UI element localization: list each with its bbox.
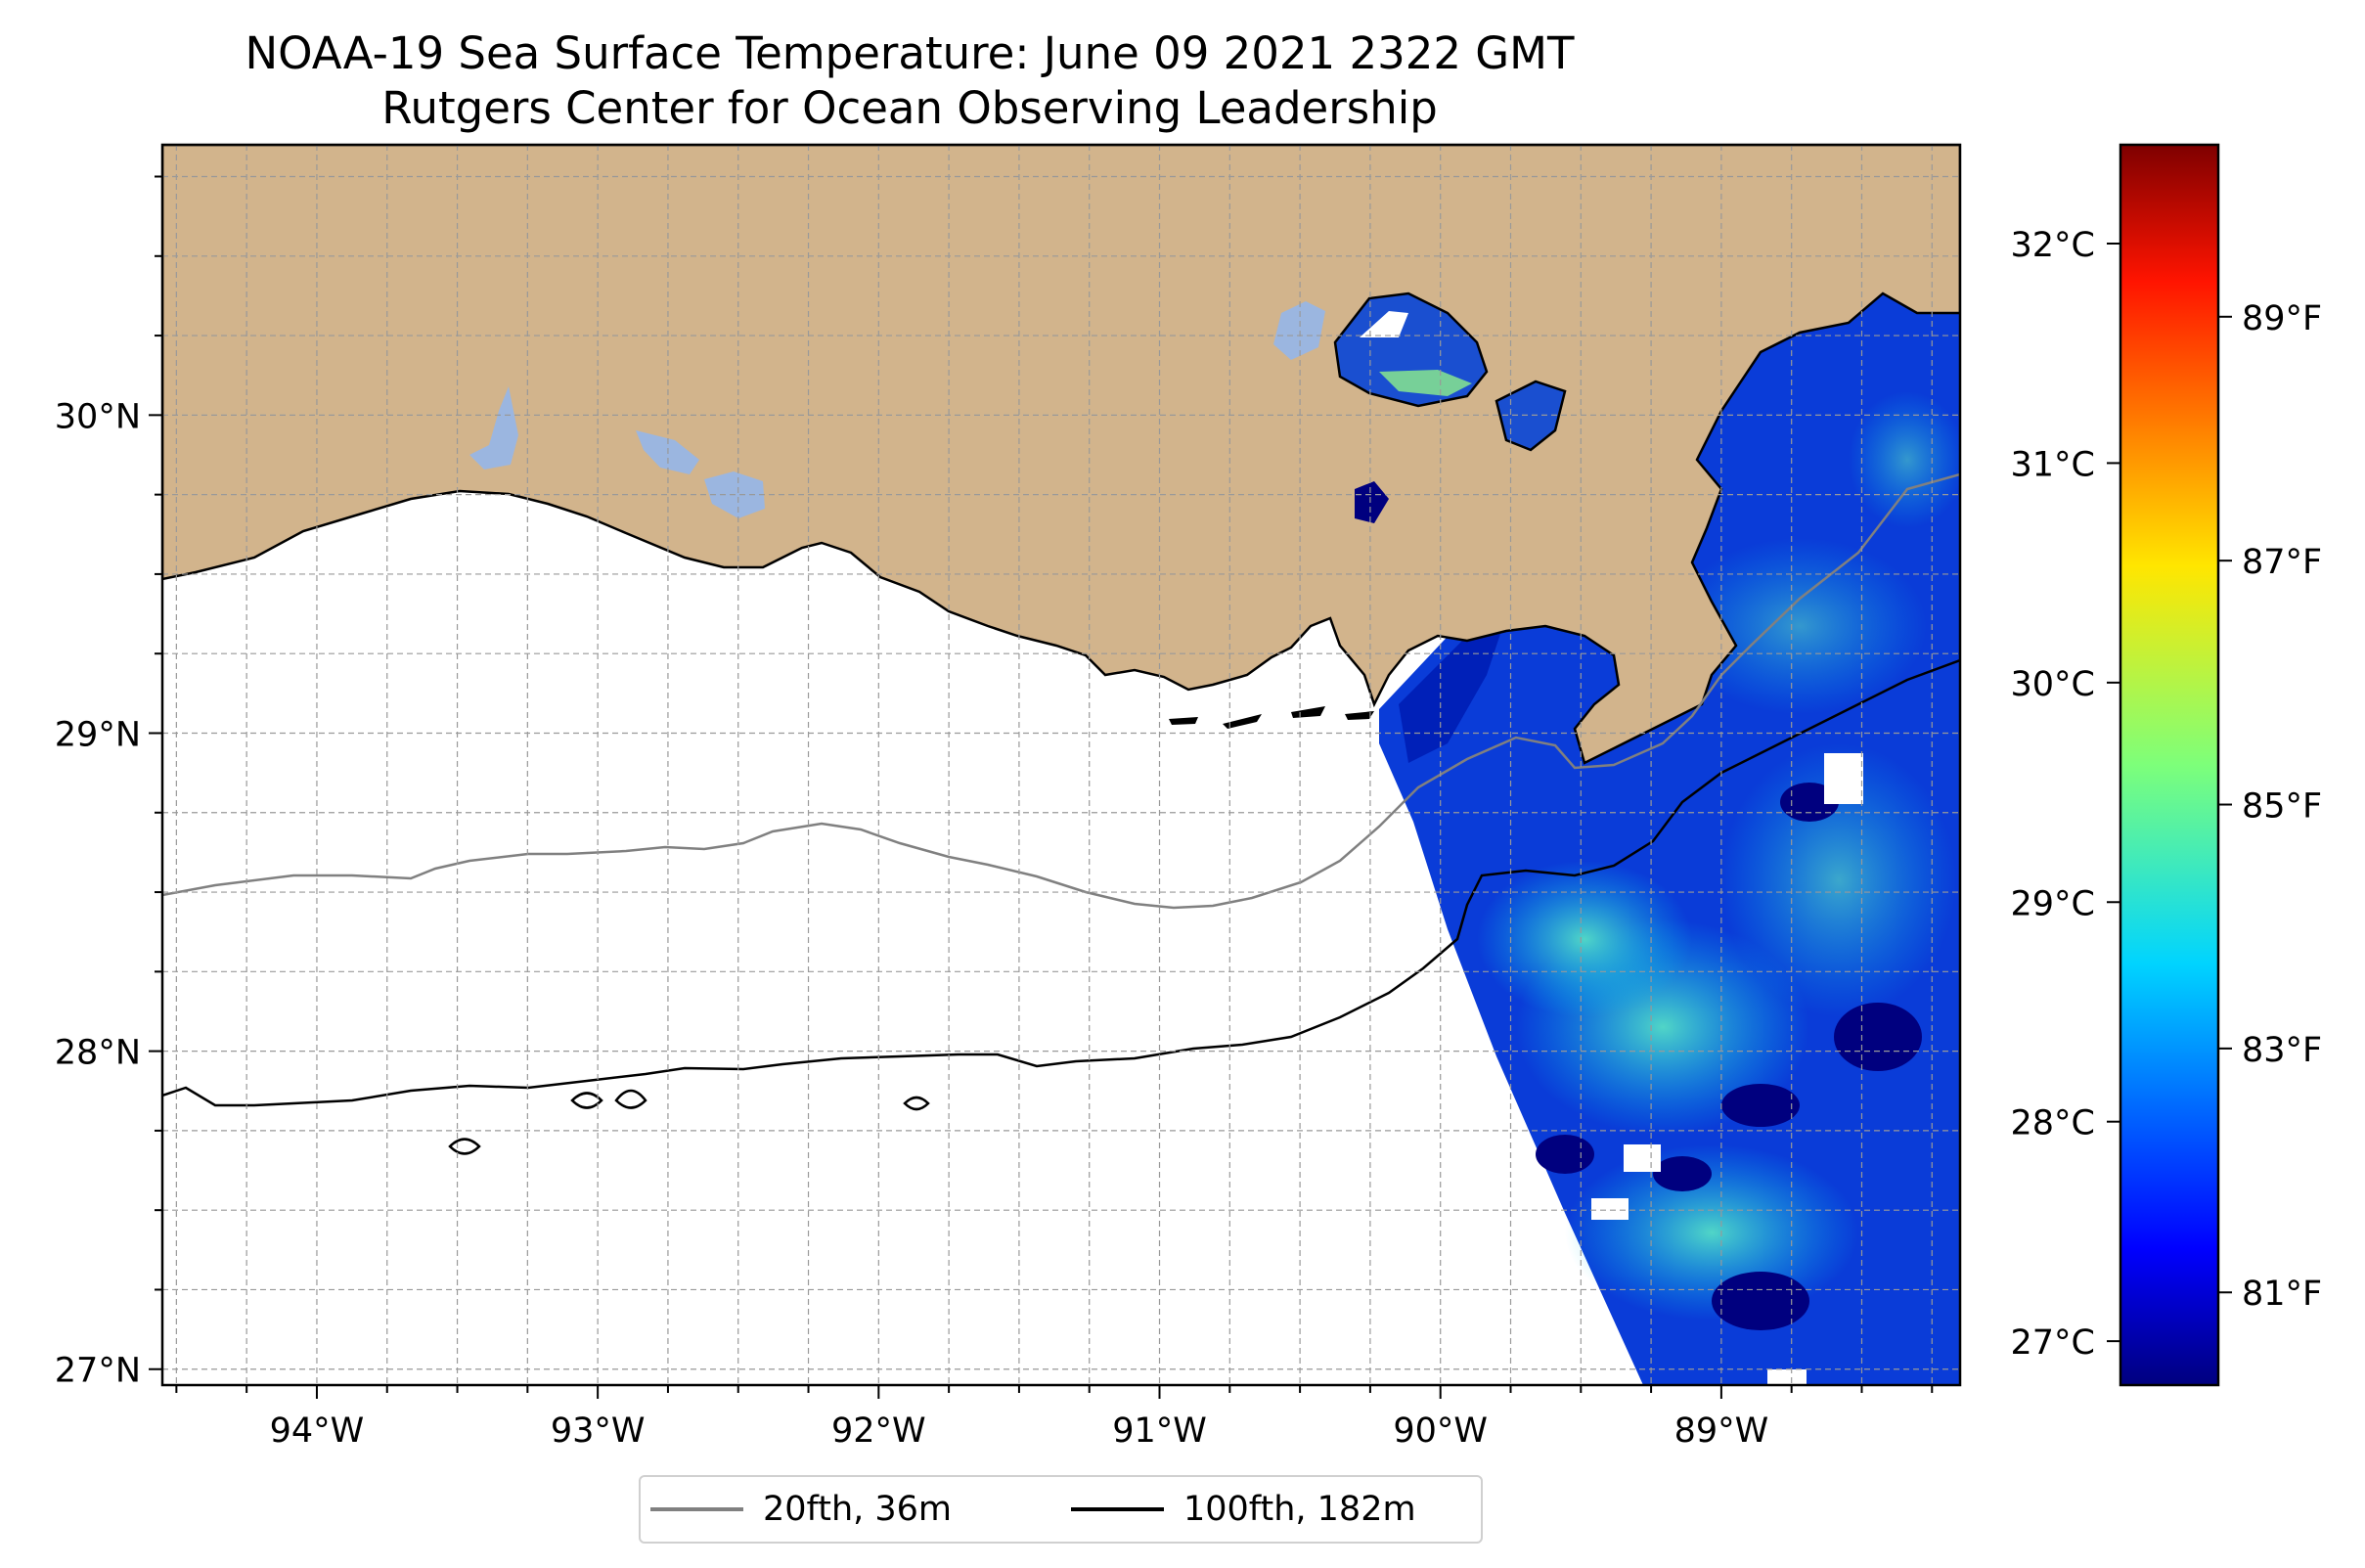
fahrenheit-tick-label: 85°F (2242, 787, 2322, 827)
lat-tick-label: 27°N (55, 1352, 141, 1391)
lat-tick-label: 30°N (55, 397, 141, 436)
celsius-tick-label: 27°C (2011, 1323, 2095, 1363)
lat-tick-label: 29°N (55, 715, 141, 754)
legend-label-20fth: 20fth, 36m (763, 1490, 953, 1529)
fahrenheit-tick-label: 83°F (2242, 1031, 2322, 1070)
fahrenheit-tick-label: 87°F (2242, 543, 2322, 582)
legend-swatch-black (1071, 1507, 1164, 1511)
lon-tick-label: 93°W (551, 1411, 646, 1451)
latitude-axis: 30°N 29°N 28°N 27°N (55, 175, 162, 1391)
lon-tick-label: 94°W (270, 1411, 365, 1451)
lake-calcasieu (469, 386, 518, 470)
colorbar (2119, 143, 2220, 1387)
lat-tick-label: 28°N (55, 1034, 141, 1073)
legend-swatch-gray (650, 1507, 743, 1511)
legend-label-100fth: 100fth, 182m (1183, 1490, 1416, 1529)
lon-tick-label: 89°W (1674, 1411, 1769, 1451)
lon-tick-label: 90°W (1393, 1411, 1488, 1451)
longitude-axis: 94°W 93°W 92°W 91°W 90°W 89°W (175, 1385, 1934, 1451)
lake-salvador (1355, 481, 1389, 523)
isobath-20fth (162, 472, 1960, 910)
lake-maurepas (1273, 301, 1325, 360)
celsius-tick-label: 32°C (2011, 226, 2095, 265)
fahrenheit-tick-label: 81°F (2242, 1275, 2322, 1314)
fahrenheit-tick-label: 89°F (2242, 299, 2322, 338)
isobath-legend: 20fth, 36m 100fth, 182m (639, 1475, 1483, 1544)
map-subtitle: Rutgers Center for Ocean Observing Leade… (381, 82, 1438, 134)
map-title: NOAA-19 Sea Surface Temperature: June 09… (245, 27, 1575, 79)
lake-borgne (1495, 380, 1567, 452)
celsius-tick-label: 29°C (2011, 884, 2095, 923)
map-gridlines (162, 145, 1960, 1385)
colorbar-fahrenheit-axis: 89°F 87°F 85°F 83°F 81°F (2218, 299, 2322, 1314)
map-frame (160, 143, 1962, 1387)
colorbar-celsius-axis: 32°C 31°C 30°C 29°C 28°C 27°C (2011, 226, 2120, 1363)
celsius-tick-label: 28°C (2011, 1104, 2095, 1143)
legend-item-20fth: 20fth, 36m (650, 1477, 952, 1542)
isobath-100fth (162, 658, 1960, 1107)
legend-item-100fth: 100fth, 182m (1071, 1477, 1416, 1542)
lon-tick-label: 91°W (1112, 1411, 1207, 1451)
lon-tick-label: 92°W (831, 1411, 926, 1451)
celsius-tick-label: 30°C (2011, 665, 2095, 704)
celsius-tick-label: 31°C (2011, 445, 2095, 484)
